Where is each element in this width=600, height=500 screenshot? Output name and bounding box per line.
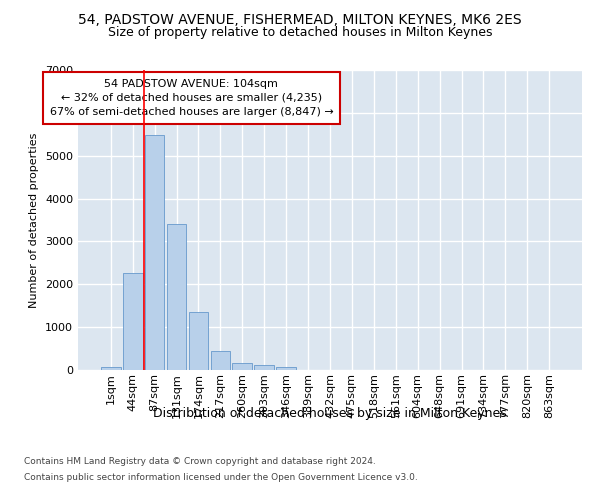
Text: 54, PADSTOW AVENUE, FISHERMEAD, MILTON KEYNES, MK6 2ES: 54, PADSTOW AVENUE, FISHERMEAD, MILTON K… [78, 12, 522, 26]
Bar [211, 350, 230, 370]
Bar [145, 136, 164, 370]
Bar [167, 224, 187, 370]
Bar [254, 364, 274, 370]
Text: Distribution of detached houses by size in Milton Keynes: Distribution of detached houses by size … [153, 408, 507, 420]
Bar [276, 367, 296, 370]
Bar [101, 367, 121, 370]
Bar [232, 362, 252, 370]
Bar [123, 272, 143, 370]
Text: 54 PADSTOW AVENUE: 104sqm
← 32% of detached houses are smaller (4,235)
67% of se: 54 PADSTOW AVENUE: 104sqm ← 32% of detac… [50, 79, 333, 117]
Bar [188, 312, 208, 370]
Text: Size of property relative to detached houses in Milton Keynes: Size of property relative to detached ho… [108, 26, 492, 39]
Text: Contains HM Land Registry data © Crown copyright and database right 2024.: Contains HM Land Registry data © Crown c… [24, 458, 376, 466]
Text: Contains public sector information licensed under the Open Government Licence v3: Contains public sector information licen… [24, 472, 418, 482]
Y-axis label: Number of detached properties: Number of detached properties [29, 132, 40, 308]
